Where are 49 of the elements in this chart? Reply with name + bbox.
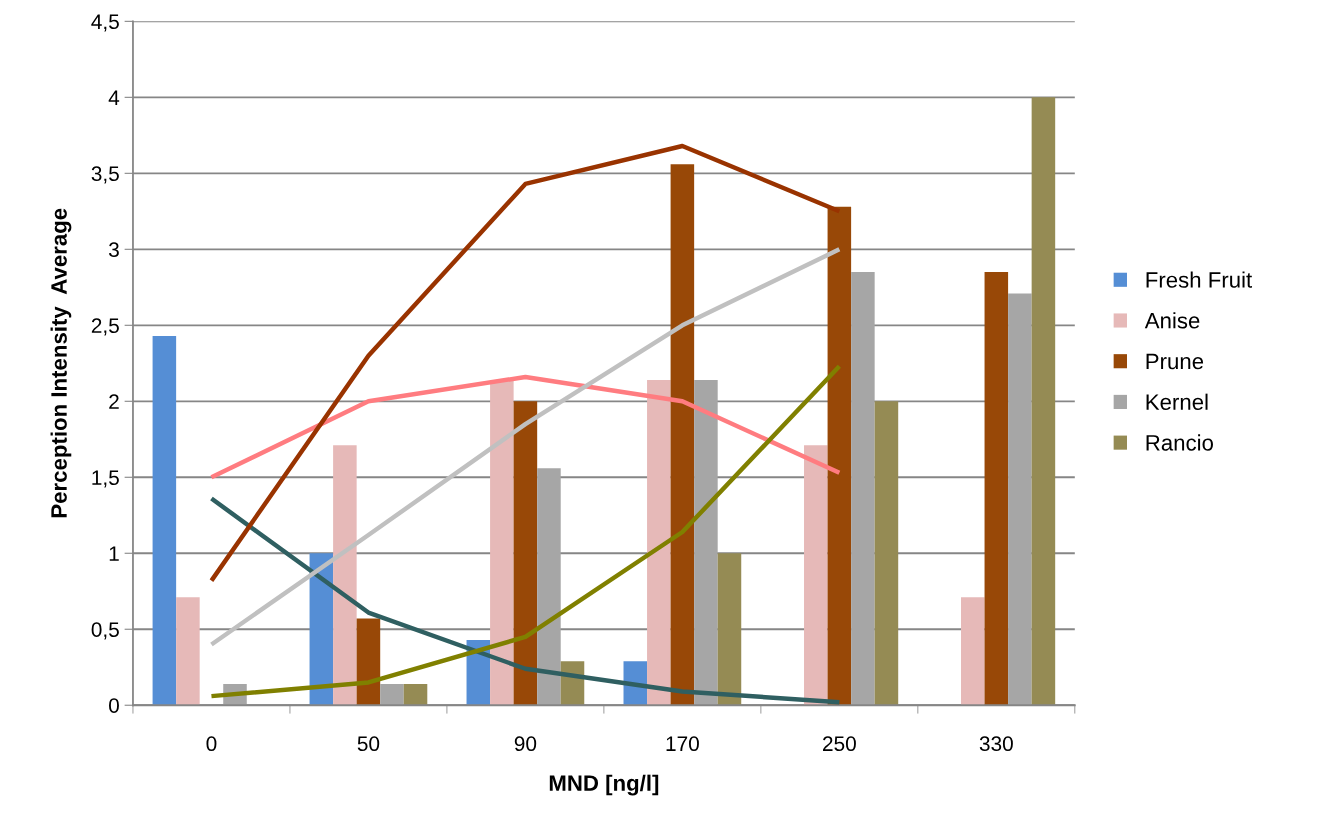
legend-label: Kernel <box>1146 393 1208 410</box>
legend-label: Rancio <box>1146 434 1213 451</box>
bar <box>490 380 514 706</box>
x-tick-label: 170 <box>666 736 699 752</box>
bar <box>513 401 538 706</box>
bar <box>152 335 177 706</box>
y-axis-title: Perception Intensity Average <box>50 208 72 518</box>
y-tick-label: 4 <box>108 90 120 105</box>
x-axis-title: MND [ng/l] <box>549 774 659 796</box>
y-tick-label: 3,5 <box>91 166 119 184</box>
y-tick-label: 1,5 <box>92 470 119 488</box>
y-tick-label: 0 <box>109 698 119 713</box>
bar <box>1031 97 1056 706</box>
bar <box>851 272 875 706</box>
line-series <box>209 496 842 705</box>
bar <box>804 445 828 706</box>
x-tick-label: 250 <box>823 736 856 752</box>
legend-label: Fresh Fruit <box>1146 271 1253 288</box>
bar <box>333 445 357 706</box>
y-tick-label: 1 <box>109 546 119 561</box>
bar <box>694 380 718 706</box>
y-tick-label: 2 <box>109 394 119 409</box>
bar <box>984 272 1009 706</box>
bar <box>380 683 404 706</box>
bar <box>176 597 200 706</box>
y-tick-label: 0,5 <box>91 622 119 640</box>
bar <box>874 401 899 706</box>
bar <box>537 468 561 706</box>
line-series <box>209 143 842 583</box>
y-tick-label: 3 <box>108 242 119 258</box>
x-tick-label: 50 <box>357 736 380 752</box>
bar <box>403 683 428 706</box>
x-tick-label: 330 <box>979 736 1013 752</box>
legend-label: Anise <box>1144 312 1200 329</box>
bar <box>1008 293 1032 706</box>
line-series <box>209 364 842 699</box>
x-tick-label: 0 <box>206 736 217 752</box>
legend-label: Prune <box>1146 353 1204 370</box>
line-series <box>209 247 842 647</box>
bar <box>827 206 852 706</box>
bar <box>356 618 381 706</box>
y-tick-label: 2,5 <box>91 318 119 336</box>
bar <box>717 553 742 706</box>
bar <box>670 164 695 706</box>
x-tick-label: 90 <box>514 736 537 752</box>
line-series <box>209 374 842 480</box>
y-tick-label: 4,5 <box>91 14 119 32</box>
bar <box>961 597 985 706</box>
bar <box>647 380 671 706</box>
